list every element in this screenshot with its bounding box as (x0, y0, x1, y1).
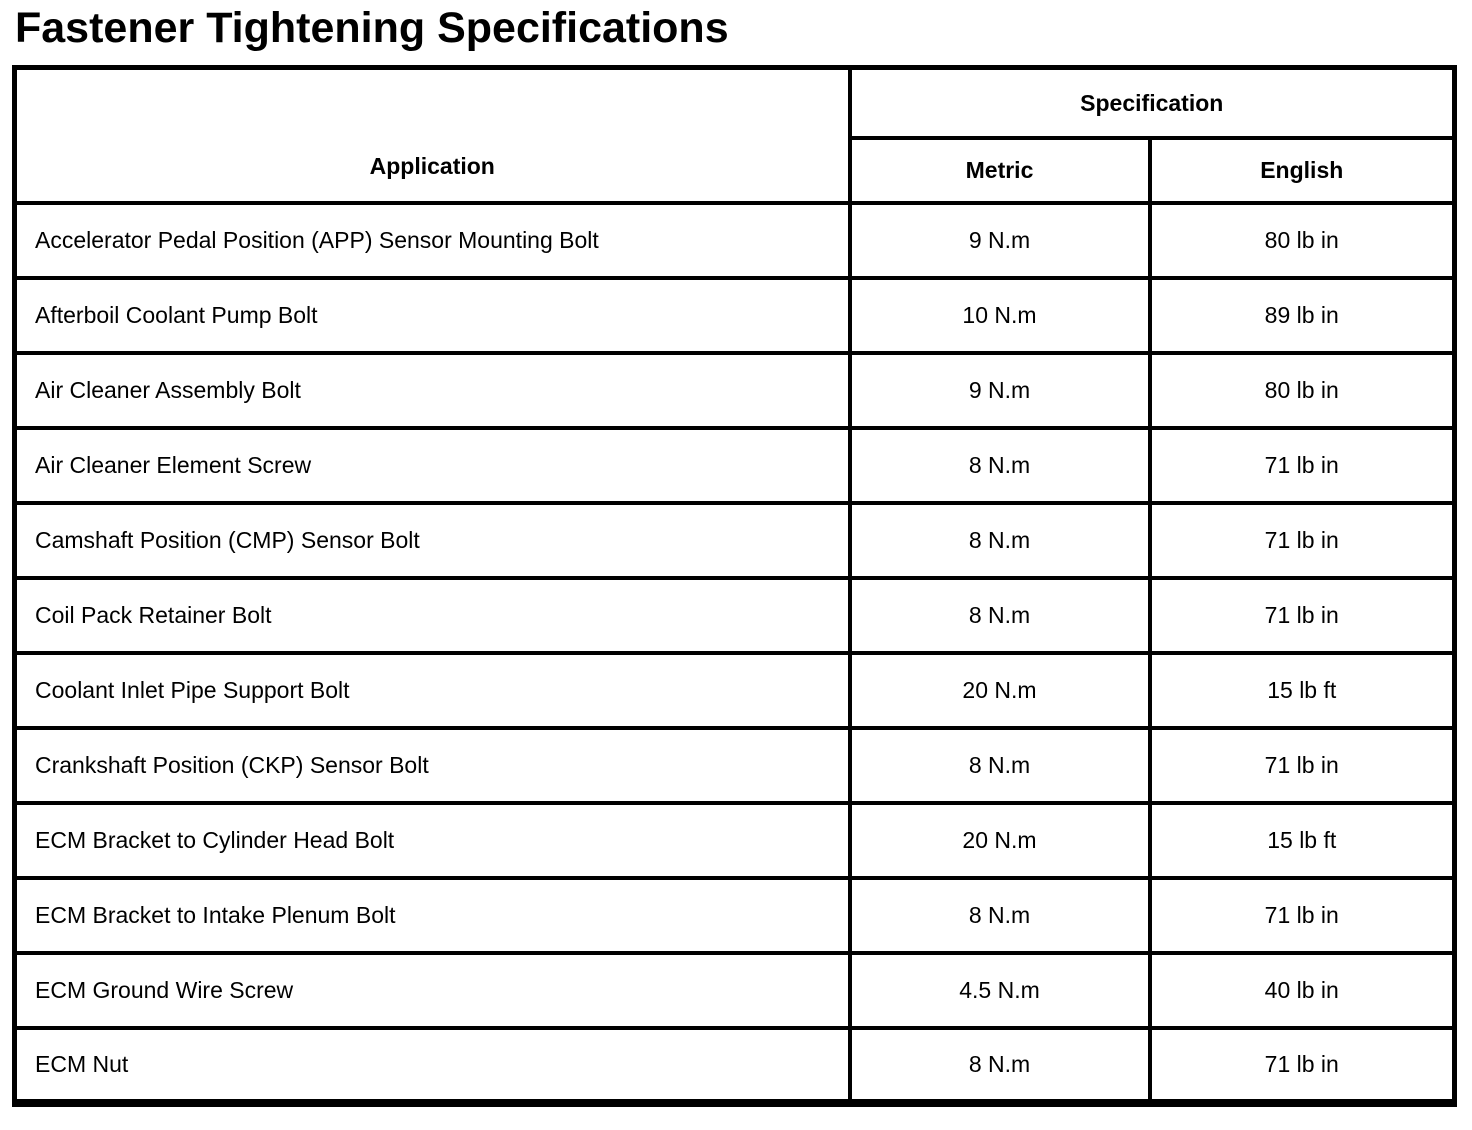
column-header-english: English (1147, 135, 1457, 205)
application-cell: Accelerator Pedal Position (APP) Sensor … (12, 200, 852, 280)
application-cell: ECM Bracket to Cylinder Head Bolt (12, 800, 852, 880)
table-row: Camshaft Position (CMP) Sensor Bolt 8 N.… (12, 500, 1457, 580)
application-cell: Crankshaft Position (CKP) Sensor Bolt (12, 725, 852, 805)
english-value-cell: 80 lb in (1147, 350, 1457, 430)
application-cell: Air Cleaner Element Screw (12, 425, 852, 505)
english-value-cell: 71 lb in (1147, 1025, 1457, 1105)
fastener-specs-table: Application Specification Metric English… (12, 65, 1457, 1107)
metric-value-cell: 10 N.m (847, 275, 1152, 355)
english-value-cell: 80 lb in (1147, 200, 1457, 280)
metric-value-cell: 20 N.m (847, 650, 1152, 730)
table-row: Crankshaft Position (CKP) Sensor Bolt 8 … (12, 725, 1457, 805)
english-value-cell: 15 lb ft (1147, 650, 1457, 730)
metric-value-cell: 9 N.m (847, 200, 1152, 280)
application-cell: ECM Ground Wire Screw (12, 950, 852, 1030)
table-row: ECM Bracket to Cylinder Head Bolt 20 N.m… (12, 800, 1457, 880)
application-cell: Coolant Inlet Pipe Support Bolt (12, 650, 852, 730)
column-header-specification: Specification (847, 65, 1457, 140)
header-row-units: Metric English (15, 135, 1457, 205)
metric-value-cell: 20 N.m (847, 800, 1152, 880)
english-value-cell: 89 lb in (1147, 275, 1457, 355)
metric-value-cell: 8 N.m (847, 425, 1152, 505)
metric-value-cell: 8 N.m (847, 1025, 1152, 1105)
application-cell: Air Cleaner Assembly Bolt (12, 350, 852, 430)
table-header: Application Specification Metric English (12, 65, 1457, 205)
metric-value-cell: 9 N.m (847, 350, 1152, 430)
english-value-cell: 71 lb in (1147, 425, 1457, 505)
table-row: Coolant Inlet Pipe Support Bolt 20 N.m 1… (12, 650, 1457, 730)
application-cell: Afterboil Coolant Pump Bolt (12, 275, 852, 355)
application-cell: ECM Bracket to Intake Plenum Bolt (12, 875, 852, 955)
table-row: ECM Nut 8 N.m 71 lb in (12, 1025, 1457, 1105)
english-value-cell: 40 lb in (1147, 950, 1457, 1030)
column-header-metric: Metric (847, 135, 1152, 205)
table-row: ECM Ground Wire Screw 4.5 N.m 40 lb in (12, 950, 1457, 1030)
column-header-application: Application (12, 65, 852, 205)
english-value-cell: 71 lb in (1147, 875, 1457, 955)
metric-value-cell: 8 N.m (847, 500, 1152, 580)
metric-value-cell: 4.5 N.m (847, 950, 1152, 1030)
metric-value-cell: 8 N.m (847, 875, 1152, 955)
application-cell: ECM Nut (12, 1025, 852, 1105)
table-row: Afterboil Coolant Pump Bolt 10 N.m 89 lb… (12, 275, 1457, 355)
metric-value-cell: 8 N.m (847, 725, 1152, 805)
application-cell: Camshaft Position (CMP) Sensor Bolt (12, 500, 852, 580)
english-value-cell: 71 lb in (1147, 725, 1457, 805)
table-row: ECM Bracket to Intake Plenum Bolt 8 N.m … (12, 875, 1457, 955)
table-body: Accelerator Pedal Position (APP) Sensor … (12, 200, 1457, 1105)
english-value-cell: 71 lb in (1147, 575, 1457, 655)
table-row: Air Cleaner Assembly Bolt 9 N.m 80 lb in (12, 350, 1457, 430)
page-title: Fastener Tightening Specifications (15, 4, 729, 52)
english-value-cell: 71 lb in (1147, 500, 1457, 580)
table-row: Air Cleaner Element Screw 8 N.m 71 lb in (12, 425, 1457, 505)
table-row: Accelerator Pedal Position (APP) Sensor … (12, 200, 1457, 280)
table-row: Coil Pack Retainer Bolt 8 N.m 71 lb in (12, 575, 1457, 655)
metric-value-cell: 8 N.m (847, 575, 1152, 655)
header-row-specification: Application Specification (12, 65, 1457, 205)
english-value-cell: 15 lb ft (1147, 800, 1457, 880)
application-cell: Coil Pack Retainer Bolt (12, 575, 852, 655)
